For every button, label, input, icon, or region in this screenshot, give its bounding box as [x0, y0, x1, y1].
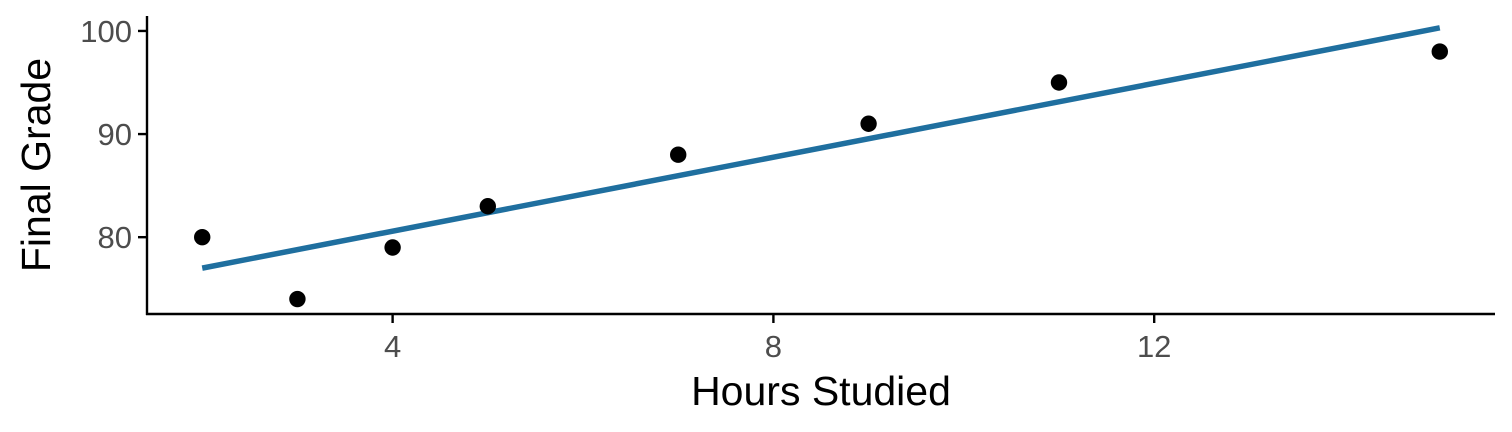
data-points: [194, 43, 1448, 308]
x-axis-ticks: 4 8 12: [384, 314, 1171, 364]
data-point: [194, 228, 211, 246]
x-tick-label: 12: [1137, 329, 1171, 364]
data-point: [1431, 43, 1448, 60]
data-point: [479, 198, 497, 215]
regression-line: [201, 25, 1441, 271]
x-tick-label: 4: [384, 329, 401, 364]
data-point: [1050, 74, 1068, 91]
y-axis-title: Final Grade: [13, 58, 59, 272]
y-tick-label: 80: [98, 220, 132, 255]
data-point: [670, 146, 687, 163]
y-axis-ticks: 80 90 100: [80, 14, 147, 255]
data-point: [384, 239, 401, 256]
data-point: [860, 115, 877, 132]
x-axis-title: Hours Studied: [691, 368, 951, 414]
y-tick-label: 100: [80, 14, 132, 49]
x-tick-label: 8: [765, 329, 782, 364]
y-tick-label: 90: [98, 117, 132, 152]
data-point: [289, 290, 306, 308]
